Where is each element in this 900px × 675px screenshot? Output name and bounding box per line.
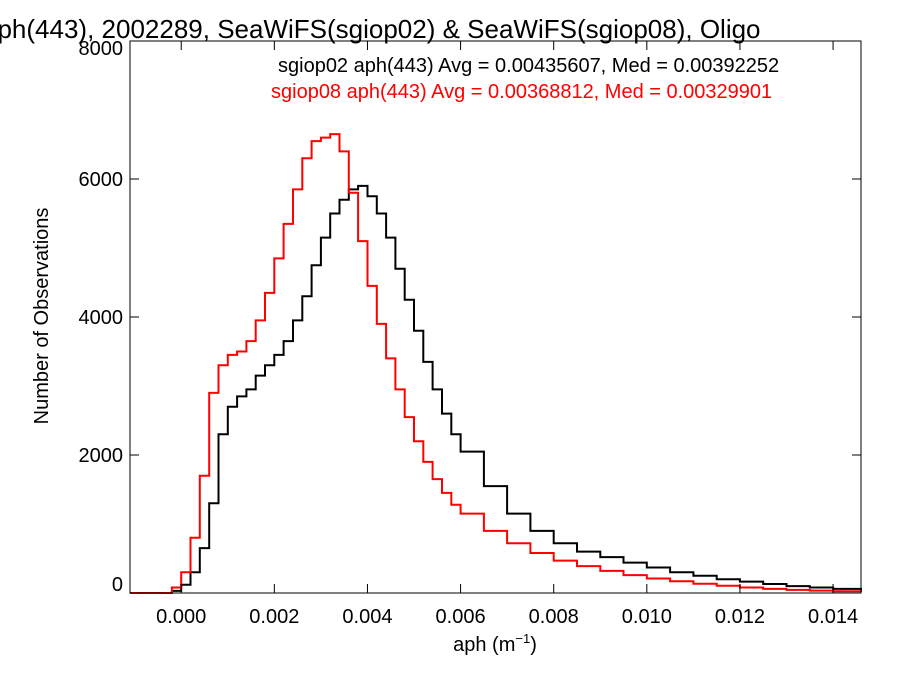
x-tick-label: 0.006 bbox=[436, 606, 486, 628]
y-tick-label: 6000 bbox=[79, 169, 124, 191]
annotation-sgiop02: sgiop02 aph(443) Avg = 0.00435607, Med =… bbox=[278, 55, 779, 77]
series-line-0 bbox=[130, 184, 862, 594]
x-tick-label: 0.008 bbox=[529, 606, 579, 628]
x-tick-label: 0.010 bbox=[622, 606, 672, 628]
x-tick-label: 0.014 bbox=[808, 606, 858, 628]
x-tick-label: 0.002 bbox=[249, 606, 299, 628]
x-axis-label-superscript: −1 bbox=[515, 631, 530, 646]
series-line-1 bbox=[130, 133, 862, 594]
x-axis-label: aph (m−1) bbox=[453, 631, 537, 656]
x-axis-label-close: ) bbox=[530, 634, 537, 656]
annotation-sgiop08: sgiop08 aph(443) Avg = 0.00368812, Med =… bbox=[271, 81, 772, 103]
y-tick-label: 8000 bbox=[79, 38, 124, 60]
x-axis-label-text: aph (m bbox=[453, 634, 515, 656]
x-tick-label: 0.000 bbox=[156, 606, 206, 628]
y-tick-label: 4000 bbox=[79, 307, 124, 329]
y-axis-label: Number of Observations bbox=[31, 208, 53, 425]
x-tick-label: 0.012 bbox=[715, 606, 765, 628]
x-tick-label: 0.004 bbox=[342, 606, 392, 628]
plot-frame bbox=[129, 40, 862, 594]
y-tick-label: 0 bbox=[112, 574, 123, 596]
y-tick-label: 2000 bbox=[79, 445, 124, 467]
plot-area bbox=[129, 40, 862, 594]
chart-title: aph(443), 2002289, SeaWiFS(sgiop02) & Se… bbox=[0, 14, 761, 44]
